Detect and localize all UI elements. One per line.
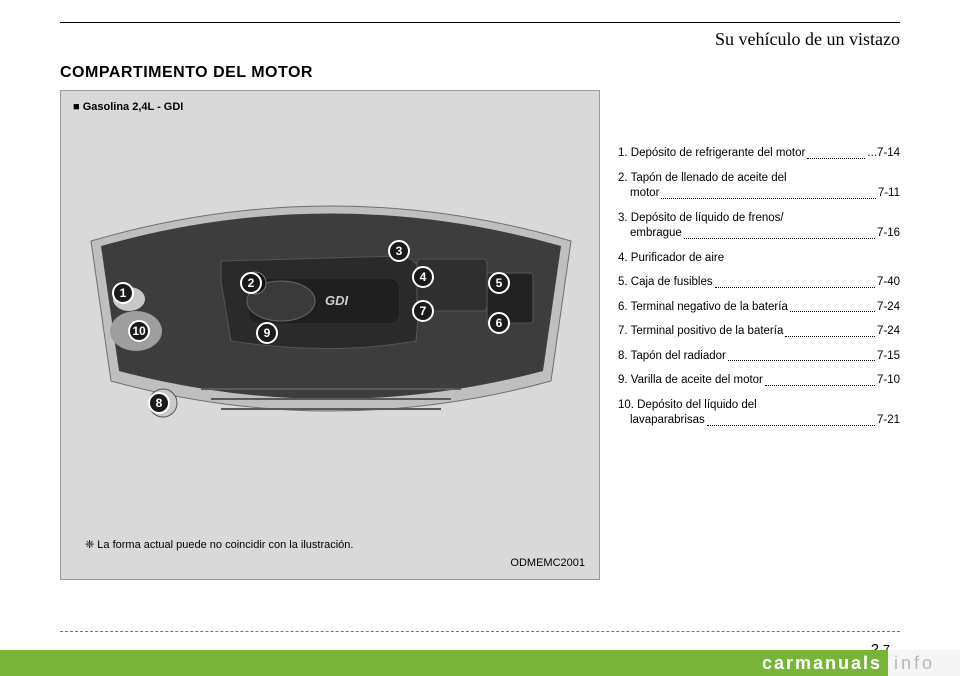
engine-variant-label: ■ Gasolina 2,4L - GDI [73,101,587,113]
list-item-label: 1. Depósito de refrigerante del motor [618,146,805,162]
callout-number: 6 [496,316,503,330]
list-item-page: 7-21 [877,413,900,429]
list-item-label: 4. Purificador de aire [618,251,724,267]
list-item-page: 7-24 [877,324,900,340]
callout-number: 9 [264,326,271,340]
list-item: 5. Caja de fusibles 7-40 [618,275,900,291]
chapter-title: Su vehículo de un vistazo [60,29,900,50]
list-item: 7. Terminal positivo de la batería 7-24 [618,324,900,340]
page-footer-rule [60,631,900,632]
list-item-page: 7-11 [878,186,900,202]
callout-number: 1 [120,286,127,300]
list-item: 3. Depósito de líquido de frenos/embragu… [618,211,900,242]
watermark: carmanuals info [0,650,960,676]
figure-footnote: ❈ La forma actual puede no coincidir con… [85,538,353,551]
list-item: 10. Depósito del líquido dellavaparabris… [618,398,900,429]
list-item-label: 6. Terminal negativo de la batería [618,300,788,316]
engine-figure: ■ Gasolina 2,4L - GDI GDI [60,90,600,580]
list-item-page: 7-24 [877,300,900,316]
list-item-label: 10. Depósito del líquido del [618,398,900,414]
component-list: 1. Depósito de refrigerante del motor...… [618,90,900,580]
engine-illustration: GDI 1 2 3 4 5 6 7 8 9 10 [81,181,581,441]
watermark-right: info [888,650,960,676]
callout-number: 2 [248,276,255,290]
callout-number: 8 [156,396,163,410]
list-item-page: 7-10 [877,373,900,389]
gdi-badge: GDI [325,293,349,308]
list-item: 1. Depósito de refrigerante del motor...… [618,146,900,162]
list-item-label: 7. Terminal positivo de la batería [618,324,783,340]
list-item-page: 7-15 [877,349,900,365]
list-item-label: 5. Caja de fusibles [618,275,713,291]
callout-number: 4 [420,270,427,284]
list-item-page: ...7-14 [867,146,900,162]
list-item: 2. Tapón de llenado de aceite delmotor7-… [618,171,900,202]
list-item: 9. Varilla de aceite del motor 7-10 [618,373,900,389]
callout-number: 3 [396,244,403,258]
figure-code: ODMEMC2001 [510,557,585,569]
list-item: 6. Terminal negativo de la batería 7-24 [618,300,900,316]
watermark-left: carmanuals [0,650,888,676]
callout-number: 7 [420,304,427,318]
list-item-page: 7-40 [877,275,900,291]
list-item-page: 7-16 [877,226,900,242]
list-item-label: 9. Varilla de aceite del motor [618,373,763,389]
list-item-label: 2. Tapón de llenado de aceite del [618,171,900,187]
list-item: 8. Tapón del radiador 7-15 [618,349,900,365]
section-title: COMPARTIMENTO DEL MOTOR [60,64,900,82]
callout-number: 10 [132,324,146,338]
list-item-label: 3. Depósito de líquido de frenos/ [618,211,900,227]
list-item-label: 8. Tapón del radiador [618,349,726,365]
list-item: 4. Purificador de aire [618,251,900,267]
callout-number: 5 [496,276,503,290]
